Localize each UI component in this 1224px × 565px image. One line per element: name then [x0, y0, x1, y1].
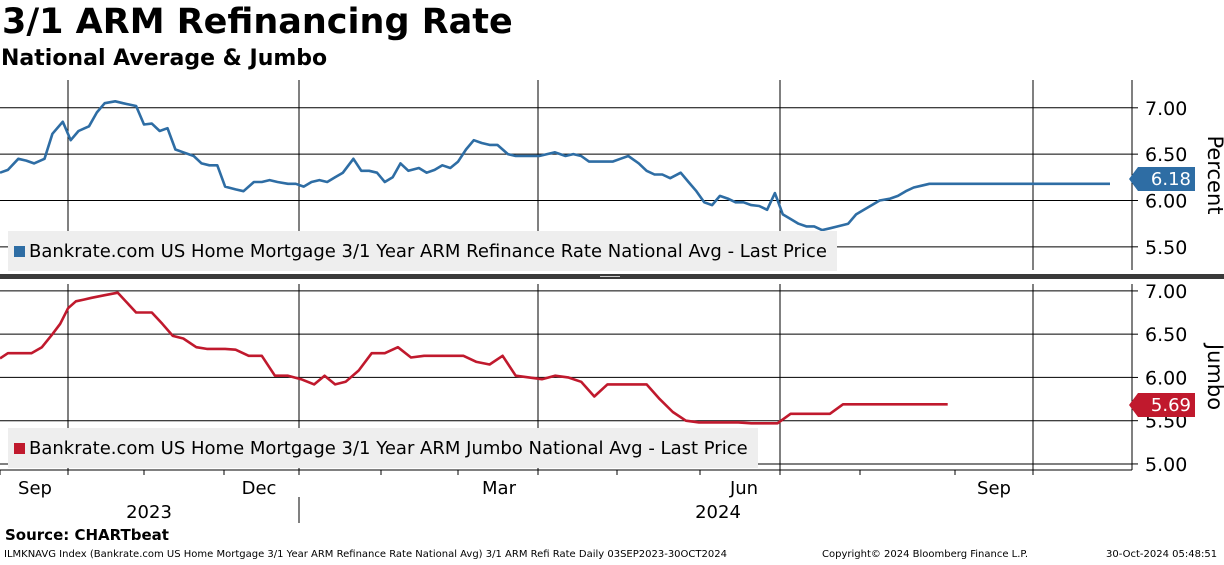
- y-axis-title-0: Percent: [1203, 135, 1224, 214]
- last-price-tag-bottom: 5.69: [1129, 393, 1195, 417]
- x-year-label-0: 2023: [126, 502, 172, 523]
- last-price-tag-top: 6.18: [1129, 167, 1195, 191]
- ytick-label-1-2: 6.00: [1145, 367, 1187, 389]
- legend-bottom-label: Bankrate.com US Home Mortgage 3/1 Year A…: [29, 437, 748, 459]
- x-month-label-3: Jun: [729, 478, 758, 499]
- last-price-top-value: 6.18: [1150, 168, 1191, 190]
- last-price-bottom-value: 5.69: [1150, 394, 1191, 416]
- source-note: Source: CHARTbeat: [5, 526, 169, 544]
- ytick-label-0-0: 5.50: [1145, 237, 1187, 259]
- ytick-label-0-2: 6.50: [1145, 144, 1187, 166]
- series-line-1-0: [0, 291, 948, 425]
- footer-index-info: ILMKNAVG Index (Bankrate.com US Home Mor…: [4, 549, 727, 560]
- ytick-label-1-4: 7.00: [1145, 281, 1187, 303]
- y-axis-title-1: Jumbo: [1203, 342, 1224, 410]
- x-year-label-1: 2024: [695, 502, 741, 523]
- ytick-label-1-3: 6.50: [1145, 324, 1187, 346]
- ytick-label-0-3: 7.00: [1145, 98, 1187, 120]
- legend-top-label: Bankrate.com US Home Mortgage 3/1 Year A…: [29, 240, 827, 262]
- x-month-label-0: Sep: [18, 478, 52, 499]
- legend-bottom-swatch: [14, 442, 25, 454]
- x-month-label-2: Mar: [482, 478, 517, 499]
- x-month-label-4: Sep: [977, 478, 1011, 499]
- footer-copyright: Copyright© 2024 Bloomberg Finance L.P.: [822, 549, 1029, 560]
- series-line-0-0: [0, 100, 1110, 232]
- legend-top-swatch: [14, 245, 25, 257]
- chart-title: 3/1 ARM Refinancing Rate: [2, 2, 513, 42]
- legend-top: Bankrate.com US Home Mortgage 3/1 Year A…: [8, 231, 837, 271]
- ytick-label-1-0: 5.00: [1145, 454, 1187, 476]
- footer-timestamp: 30-Oct-2024 05:48:51: [1106, 549, 1218, 560]
- ytick-label-0-1: 6.00: [1145, 190, 1187, 212]
- chart-subtitle: National Average & Jumbo: [1, 46, 328, 71]
- x-month-label-1: Dec: [242, 478, 277, 499]
- legend-bottom: Bankrate.com US Home Mortgage 3/1 Year A…: [8, 428, 758, 468]
